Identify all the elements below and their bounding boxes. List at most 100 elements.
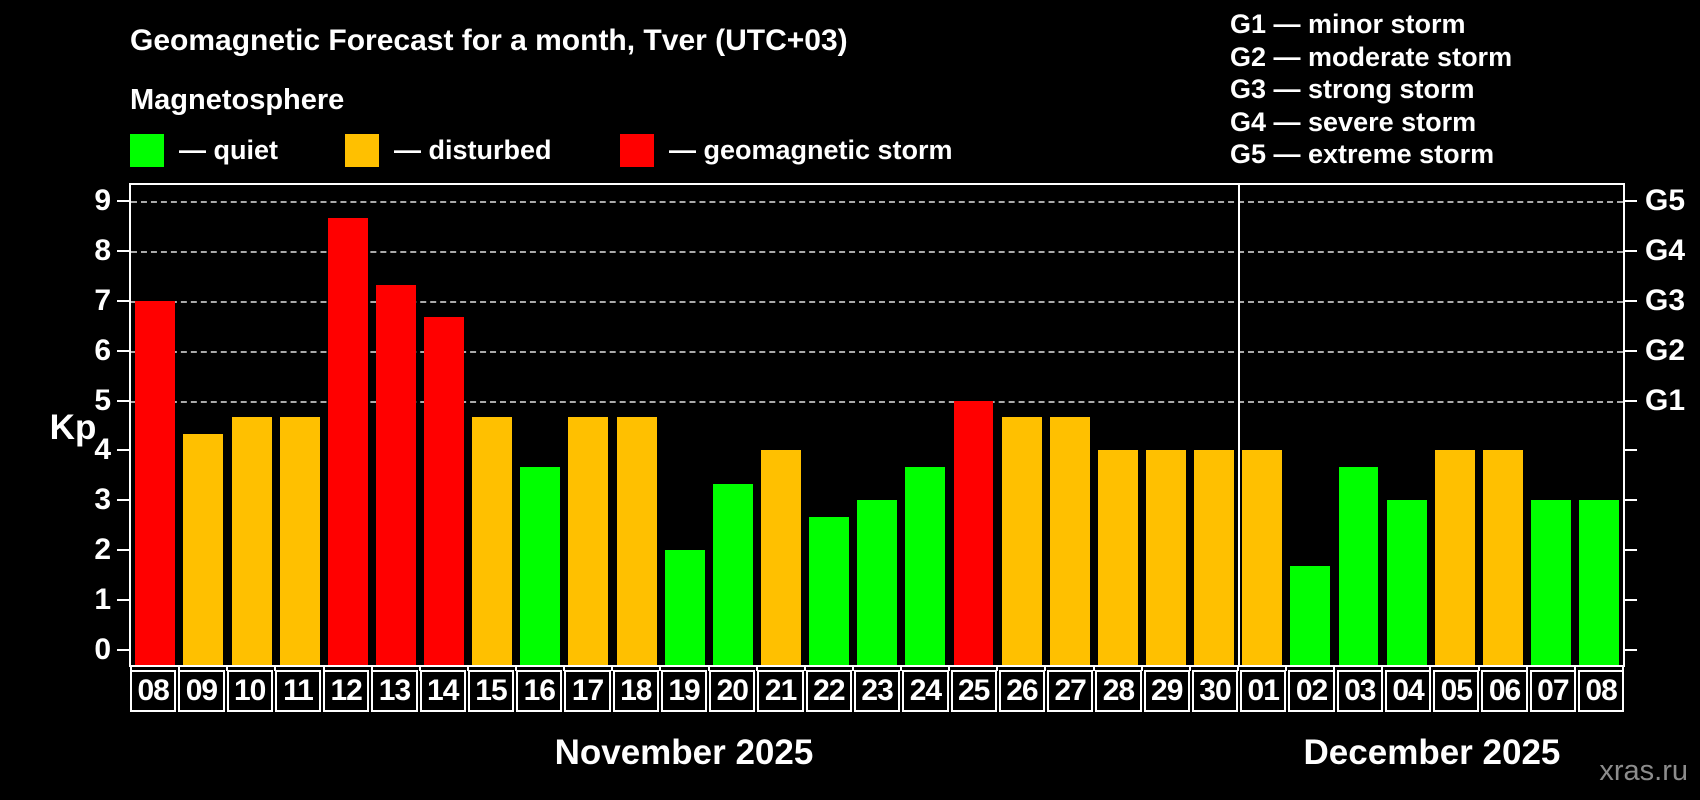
- y-axis-label: 0: [94, 632, 111, 666]
- grid-line-kp5: [131, 400, 1623, 403]
- y-axis-label: 5: [94, 383, 111, 417]
- x-axis-tick: [1285, 665, 1288, 671]
- day-cell: 09: [178, 670, 225, 712]
- kp-bar: [568, 417, 609, 665]
- legend-label-quiet: — quiet: [179, 134, 278, 165]
- x-axis-tick: [563, 665, 566, 671]
- g-scale-label: G2: [1645, 333, 1686, 367]
- day-cell: 10: [226, 670, 273, 712]
- kp-bar: [953, 400, 994, 665]
- right-axis-tick: [1625, 449, 1637, 452]
- right-axis-tick: [1625, 349, 1637, 352]
- x-axis-tick: [322, 665, 325, 671]
- kp-bar: [616, 417, 657, 665]
- day-cell: 27: [1047, 670, 1094, 712]
- x-axis-tick: [1525, 665, 1528, 671]
- g-scale-label: G4: [1645, 234, 1686, 268]
- kp-axis-title: Kp: [49, 407, 97, 447]
- day-cell: 13: [371, 670, 418, 712]
- right-axis-tick: [1625, 648, 1637, 651]
- storm-scale-legend: G1 — minor storm G2 — moderate storm G3 …: [1230, 8, 1512, 171]
- day-cell: 15: [467, 670, 515, 712]
- day-cell: 19: [660, 670, 708, 712]
- kp-bar: [1194, 450, 1235, 665]
- y-axis-label: 1: [94, 582, 111, 616]
- right-axis-tick: [1625, 250, 1637, 253]
- day-cell: 08: [130, 670, 177, 712]
- kp-bar: [857, 500, 898, 665]
- grid-line-kp9: [131, 201, 1623, 204]
- g4-legend-line: G4 — severe storm: [1230, 106, 1477, 137]
- x-axis-tick: [274, 665, 277, 671]
- x-axis-tick: [755, 665, 758, 671]
- kp-bar: [761, 450, 801, 665]
- x-axis-tick: [1429, 665, 1432, 671]
- kp-bar: [424, 317, 465, 665]
- kp-bar: [279, 417, 320, 665]
- x-axis-tick: [1573, 665, 1576, 671]
- g3-legend-line: G3 — strong storm: [1230, 74, 1475, 105]
- day-cell: 28: [1095, 670, 1142, 712]
- x-axis-tick: [1622, 665, 1624, 671]
- y-axis-label: 9: [94, 184, 111, 218]
- x-axis-tick: [996, 665, 999, 671]
- kp-bar: [1482, 450, 1523, 665]
- kp-bar: [1001, 417, 1042, 665]
- kp-bar: [712, 483, 753, 665]
- kp-bar: [520, 466, 561, 665]
- y-axis-tick: [117, 499, 129, 502]
- legend-item-storm: — geomagnetic storm: [620, 133, 953, 167]
- x-axis-tick: [1477, 665, 1480, 671]
- right-axis-tick: [1625, 598, 1637, 601]
- day-cell: 23: [853, 670, 901, 712]
- x-axis-tick: [370, 665, 373, 671]
- day-cell: 04: [1384, 670, 1432, 712]
- day-cell: 11: [274, 670, 322, 712]
- grid-line-kp7: [131, 301, 1623, 304]
- x-axis-tick: [1236, 665, 1239, 671]
- grid-line-kp8: [131, 251, 1623, 254]
- x-axis-tick: [418, 665, 421, 671]
- day-axis: 08 09 10 11 12 13 14 15 16 17 18 19 20 21 22 23 24 25 26 27…: [129, 670, 1625, 712]
- y-axis-tick: [117, 449, 129, 452]
- kp-bar: [375, 284, 416, 665]
- kp-bar: [1097, 450, 1138, 665]
- kp-bar: [809, 516, 850, 665]
- right-axis-tick: [1625, 300, 1637, 303]
- x-axis-tick: [130, 665, 132, 671]
- kp-bar: [231, 417, 272, 665]
- legend-label-disturbed: — disturbed: [394, 134, 552, 165]
- legend-item-disturbed: — disturbed: [345, 133, 552, 167]
- kp-bar: [472, 417, 513, 665]
- kp-bar: [905, 466, 946, 665]
- x-axis-tick: [226, 665, 229, 671]
- kp-bar: [1338, 466, 1379, 665]
- day-cell: 18: [612, 670, 659, 712]
- x-axis-tick: [1092, 665, 1095, 671]
- y-axis-tick: [117, 548, 129, 551]
- x-axis-tick: [707, 665, 710, 671]
- kp-bar: [1146, 450, 1186, 665]
- y-axis-tick: [117, 648, 129, 651]
- kp-bar: [1434, 450, 1475, 665]
- day-cell: 16: [516, 670, 563, 712]
- legend-item-quiet: — quiet: [130, 133, 278, 167]
- kp-bar: [135, 301, 176, 665]
- quiet-swatch: [130, 133, 164, 167]
- y-axis-tick: [117, 349, 129, 352]
- y-axis-tick: [117, 250, 129, 253]
- disturbed-swatch: [345, 133, 379, 167]
- legend-label-storm: — geomagnetic storm: [669, 134, 953, 165]
- day-cell: 21: [757, 670, 804, 712]
- x-axis-tick: [900, 665, 903, 671]
- day-cell: 12: [323, 670, 370, 712]
- x-axis-tick: [466, 665, 469, 671]
- kp-bar: [1290, 566, 1331, 665]
- y-axis-label: 3: [94, 483, 111, 517]
- storm-swatch: [620, 133, 654, 167]
- grid-line-kp6: [131, 350, 1623, 353]
- day-cell: 14: [419, 670, 466, 712]
- day-cell: 29: [1143, 670, 1190, 712]
- day-cell: 30: [1191, 670, 1239, 712]
